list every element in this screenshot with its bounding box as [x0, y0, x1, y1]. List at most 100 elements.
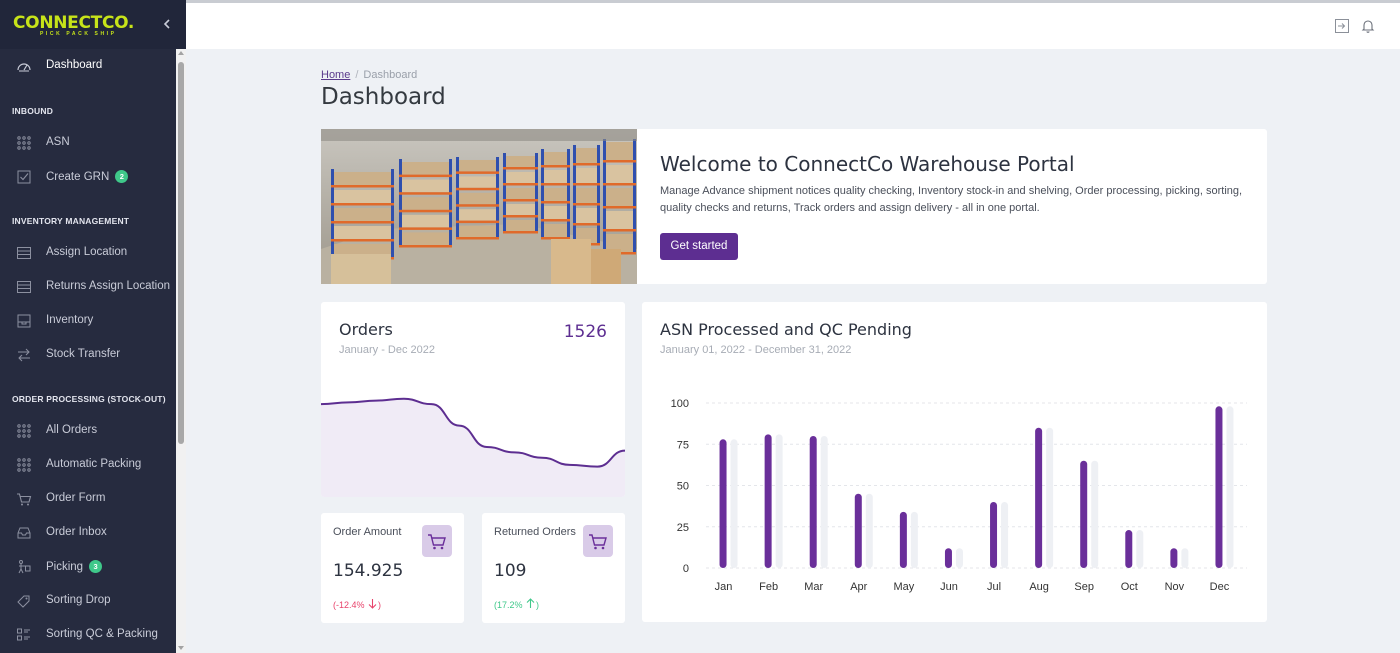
sidebar-item-label: Sorting QC & Packing — [46, 628, 158, 640]
sidebar-item-automatic-packing[interactable]: Automatic Packing — [0, 450, 176, 480]
sidebar-item-dashboard[interactable]: Dashboard — [0, 51, 176, 81]
sidebar-item-all-orders[interactable]: All Orders — [0, 416, 176, 446]
sidebar-item-label: Assign Location — [46, 246, 127, 258]
x-tick-label: Apr — [850, 581, 867, 593]
returned-orders-change-text: (17.2% — [494, 600, 523, 610]
orders-area-chart — [321, 397, 625, 497]
bar-primary-apr[interactable] — [854, 493, 862, 568]
bell-icon[interactable] — [1360, 18, 1376, 34]
bar-secondary-jul — [1001, 502, 1009, 568]
sidebar-item-label: Inventory — [46, 314, 93, 326]
bar-secondary-jun — [955, 548, 963, 568]
dots-grid-icon — [17, 424, 31, 438]
orders-area-line — [321, 397, 625, 468]
y-tick-label: 75 — [677, 439, 689, 451]
bar-primary-aug[interactable] — [1035, 427, 1043, 568]
sidebar-item-label: All Orders — [46, 424, 97, 436]
bar-primary-dec[interactable] — [1215, 406, 1223, 568]
sidebar-item-create-grn[interactable]: Create GRN 2 — [0, 162, 176, 192]
sidebar-item-asn[interactable]: ASN — [0, 128, 176, 158]
sidebar-item-text: Returns Assign Location — [46, 280, 171, 292]
x-tick-label: Sep — [1074, 581, 1094, 593]
bar-primary-feb[interactable] — [764, 434, 772, 568]
x-tick-label: Jan — [715, 581, 733, 593]
sidebar-item-sorting-drop[interactable]: Sorting Drop — [0, 586, 176, 616]
checklist-icon — [17, 170, 31, 184]
sidebar-item-returns-assign-location[interactable]: Returns Assign Location — [0, 272, 176, 302]
sidebar-item-text: Sorting Drop — [46, 594, 111, 606]
order-amount-value: 154.925 — [333, 561, 404, 581]
sidebar-item-order-inbox[interactable]: Order Inbox — [0, 518, 176, 548]
order-amount-card: Order Amount 154.925 (-12.4% ) — [321, 513, 464, 623]
sidebar-item-text: Automatic Packing — [46, 458, 142, 470]
bar-primary-jul[interactable] — [990, 502, 998, 568]
sidebar-item-label: Returns Assign Location — [46, 280, 170, 292]
asn-bar-chart: 0 25 50 75 100 Jan Feb Mar Apr May Jun Jul Aug Sep Oct… — [671, 398, 1247, 593]
bar-primary-jan[interactable] — [719, 439, 727, 568]
sidebar-item-label: Picking 3 — [46, 560, 103, 573]
sidebar-item-text: Inventory — [46, 314, 94, 326]
order-amount-change-close: ) — [378, 600, 382, 610]
nav-section-inventory-management: INVENTORY MANAGEMENT — [12, 216, 130, 226]
chevron-left-icon[interactable] — [160, 14, 174, 34]
sidebar-item-text: Sorting QC & Packing — [46, 628, 158, 640]
sidebar-item-sorting-qc-packing[interactable]: Sorting QC & Packing — [0, 620, 176, 650]
sidebar-item-label: Create GRN 2 — [46, 170, 129, 183]
returned-orders-change-close: ) — [536, 600, 540, 610]
get-started-button[interactable]: Get started — [660, 233, 738, 260]
arrow-up-icon — [526, 598, 535, 608]
scroll-up-arrow-icon[interactable] — [178, 51, 184, 55]
orders-title: Orders — [339, 320, 393, 339]
bar-primary-jun[interactable] — [944, 548, 952, 568]
sidebar-item-label: Order Inbox — [46, 526, 107, 538]
arrow-down-icon — [368, 599, 377, 609]
x-tick-label: Aug — [1029, 581, 1049, 593]
x-tick-label: Dec — [1210, 581, 1230, 593]
scroll-down-arrow-icon[interactable] — [178, 646, 184, 650]
x-tick-label: Feb — [759, 581, 778, 593]
cart-icon — [17, 493, 32, 506]
bar-secondary-sep — [1091, 460, 1099, 568]
sidebar-item-text: Assign Location — [46, 246, 128, 258]
bar-primary-nov[interactable] — [1170, 548, 1178, 568]
sidebar-item-label: Order Form — [46, 492, 105, 504]
orders-area-fill — [321, 398, 625, 497]
inbox-icon — [17, 527, 31, 539]
sidebar: CONNECTCO. PICK PACK SHIP Dashboard INBOU… — [0, 0, 186, 653]
bar-secondary-mar — [820, 436, 828, 568]
bar-secondary-jan — [730, 439, 738, 568]
bar-primary-may[interactable] — [899, 511, 907, 568]
welcome-title: Welcome to ConnectCo Warehouse Portal — [660, 152, 1075, 176]
sidebar-item-text: Dashboard — [46, 59, 103, 71]
warehouse-photo — [321, 129, 637, 284]
logo[interactable]: CONNECTCO. — [13, 13, 135, 33]
list-icon — [17, 281, 31, 293]
breadcrumb-home-link[interactable]: Home — [321, 69, 351, 81]
breadcrumb-current: Dashboard — [363, 69, 418, 81]
sidebar-item-inventory[interactable]: Inventory — [0, 306, 176, 336]
asn-chart-title: ASN Processed and QC Pending — [660, 320, 912, 339]
sidebar-item-label: Dashboard — [46, 59, 102, 71]
order-amount-change-text: (-12.4% — [333, 600, 365, 610]
sidebar-item-text: All Orders — [46, 424, 98, 436]
logout-icon[interactable] — [1334, 18, 1350, 34]
sidebar-scroll-thumb[interactable] — [178, 62, 184, 444]
dots-grid-icon — [17, 136, 31, 150]
sidebar-item-order-form[interactable]: Order Form — [0, 484, 176, 514]
sidebar-item-text: Stock Transfer — [46, 348, 121, 360]
bar-primary-oct[interactable] — [1125, 530, 1133, 568]
returned-orders-change: (17.2% ) — [494, 598, 539, 610]
sidebar-item-picking[interactable]: Picking 3 — [0, 552, 176, 582]
sidebar-item-text: Create GRN — [46, 171, 110, 183]
logo-tagline: PICK PACK SHIP — [40, 31, 117, 37]
sidebar-item-stock-transfer[interactable]: Stock Transfer — [0, 340, 176, 370]
returned-orders-value: 109 — [494, 561, 527, 581]
bar-primary-mar[interactable] — [809, 436, 817, 568]
gauge-icon — [17, 63, 31, 72]
asn-chart-card: ASN Processed and QC Pending January 01,… — [642, 302, 1267, 622]
bar-primary-sep[interactable] — [1080, 460, 1088, 568]
sidebar-item-assign-location[interactable]: Assign Location — [0, 238, 176, 268]
order-amount-change: (-12.4% ) — [333, 598, 381, 610]
picking-icon — [18, 560, 31, 574]
x-tick-label: Nov — [1165, 581, 1185, 593]
